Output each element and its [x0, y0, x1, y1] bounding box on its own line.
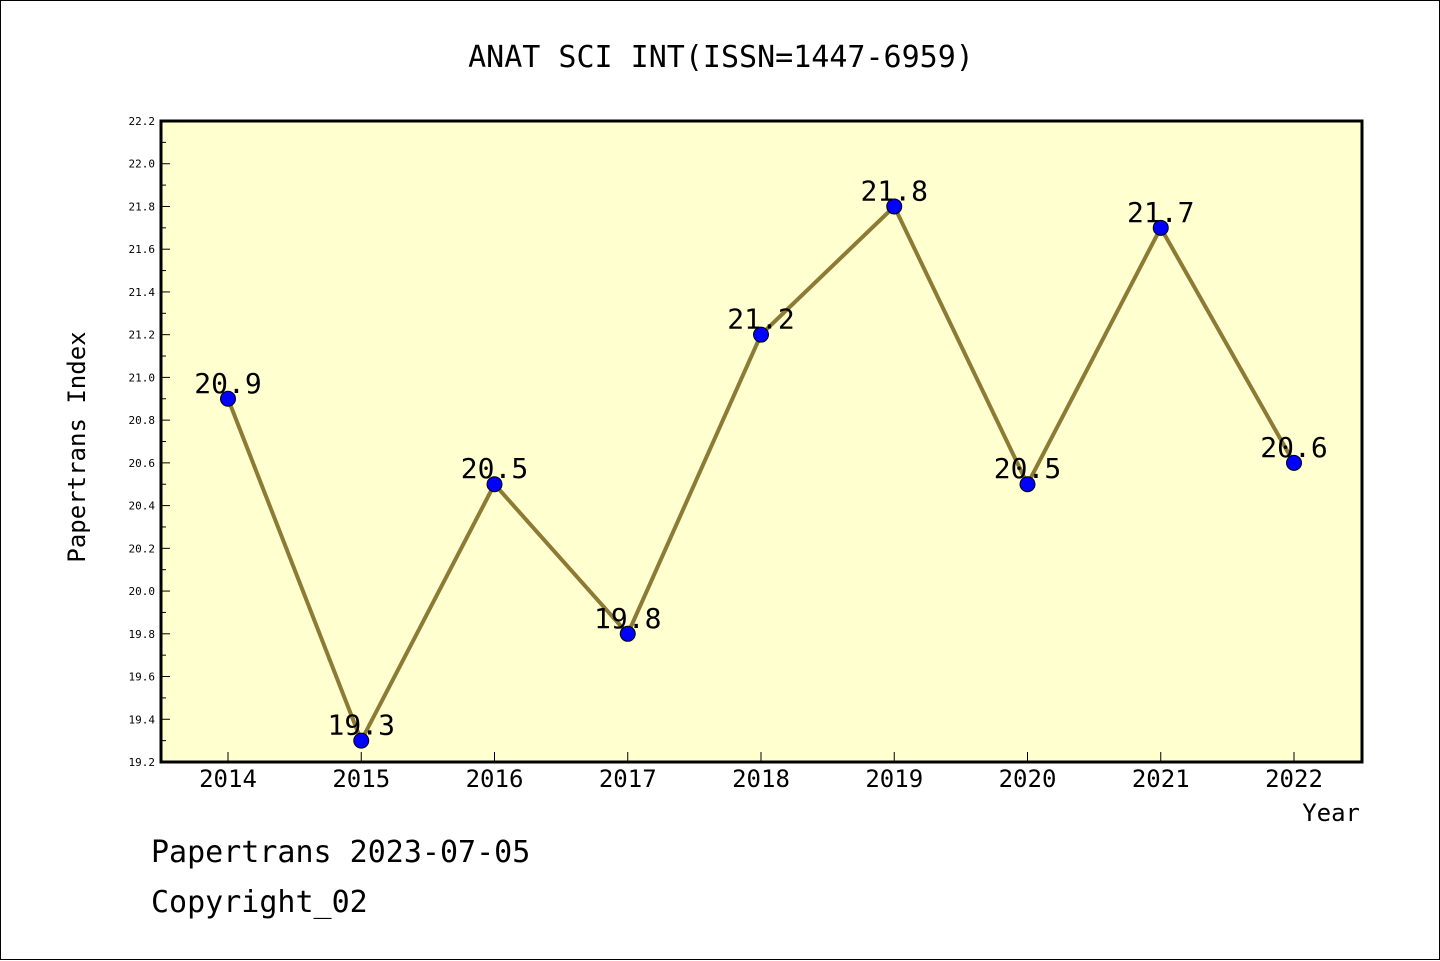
data-point — [1286, 454, 1302, 471]
x-axis-title: Year — [1302, 799, 1360, 827]
data-point — [753, 326, 769, 343]
y-tick-label: 22.2 — [129, 115, 156, 128]
data-point — [886, 198, 903, 215]
x-tick-label: 2017 — [599, 765, 657, 793]
x-tick-label: 2015 — [332, 765, 390, 793]
y-tick-label: 20.8 — [129, 414, 156, 427]
data-point — [353, 732, 370, 749]
y-tick-label: 21.0 — [129, 371, 156, 384]
data-label: 19.3 — [328, 709, 395, 742]
series-layer: 20.9 19.3 20.5 19.8 21.2 21.8 20.5 21.7 20.6 — [194, 174, 1328, 749]
data-label: 21.8 — [861, 174, 928, 207]
y-tick-label: 20.6 — [129, 457, 156, 470]
data-point — [1152, 219, 1169, 236]
y-axis-title: Papertrans Index — [63, 331, 91, 562]
y-tick-label: 20.0 — [129, 585, 156, 598]
y-tick-label: 21.4 — [129, 286, 156, 299]
data-point — [486, 476, 503, 493]
data-label: 20.6 — [1260, 431, 1327, 464]
x-tick-label: 2021 — [1132, 765, 1190, 793]
y-tick-label: 19.8 — [129, 628, 156, 641]
data-point — [619, 625, 636, 642]
y-tick-label: 20.2 — [129, 542, 156, 555]
x-tick-label: 2019 — [865, 765, 923, 793]
x-tick-label: 2022 — [1265, 765, 1323, 793]
footer-copyright: Copyright_02 — [151, 885, 368, 920]
y-tick-label: 22.0 — [129, 158, 156, 171]
y-tick-label: 20.4 — [129, 500, 156, 513]
y-tick-label: 19.6 — [129, 671, 156, 684]
data-label: 20.5 — [461, 452, 528, 485]
footer-date: Papertrans 2023-07-05 — [151, 835, 531, 870]
data-point — [220, 390, 236, 407]
x-tick-label: 2020 — [999, 765, 1057, 793]
data-label: 20.9 — [194, 367, 261, 400]
x-tick-label: 2014 — [199, 765, 257, 793]
chart-title: ANAT SCI INT(ISSN=1447-6959) — [468, 40, 974, 75]
y-tick-label: 21.8 — [129, 200, 156, 213]
x-tick-label: 2016 — [466, 765, 524, 793]
y-tick-label: 21.2 — [129, 329, 156, 342]
data-label: 20.5 — [994, 452, 1061, 485]
data-label: 19.8 — [594, 602, 661, 635]
data-label: 21.2 — [727, 303, 794, 336]
y-tick-label: 19.4 — [129, 713, 156, 726]
data-label: 21.7 — [1127, 196, 1194, 229]
y-axis: 19.2 19.4 19.6 19.8 20.0 20.2 20.4 20.6 20.8 21.0… — [129, 115, 170, 769]
x-axis: 2014 2015 2016 2017 2018 2019 2020 2021 2022 — [199, 752, 1323, 793]
y-tick-label: 19.2 — [129, 756, 156, 769]
data-point — [1019, 476, 1036, 493]
x-tick-label: 2018 — [732, 765, 790, 793]
y-tick-label: 21.6 — [129, 243, 156, 256]
